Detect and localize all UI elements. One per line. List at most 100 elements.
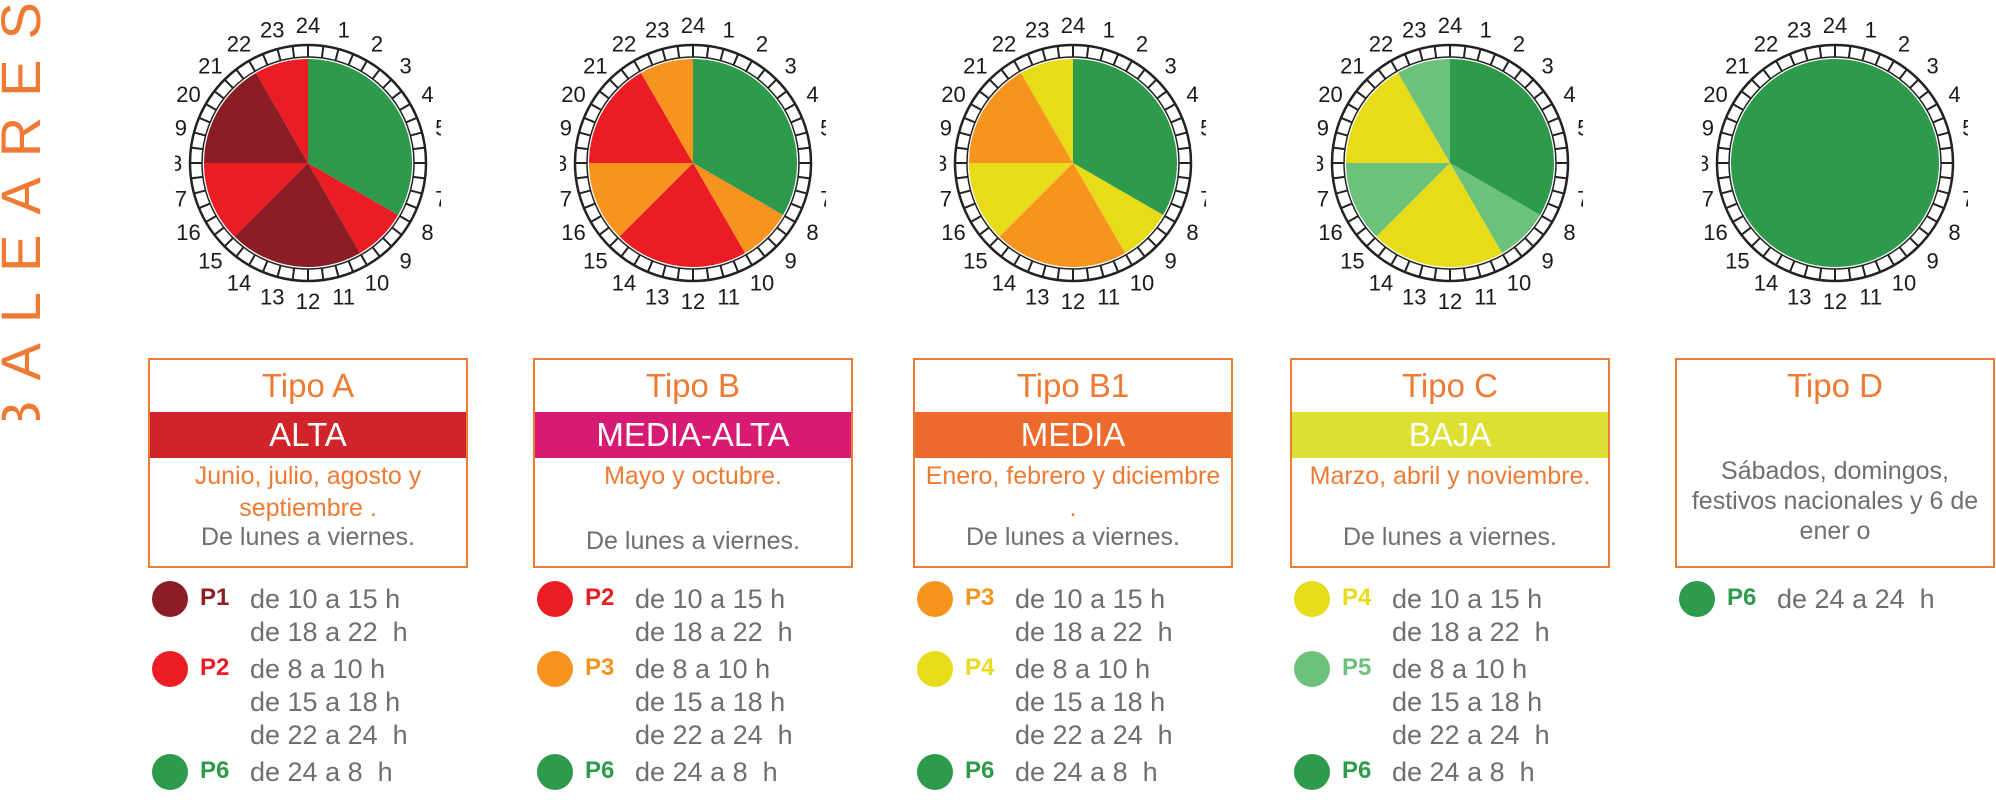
clock-tick — [958, 131, 971, 137]
clock-tick — [598, 90, 610, 100]
clock-tick — [575, 175, 589, 180]
clock-tick — [276, 265, 282, 278]
tariff-months: Marzo, abril y noviembre. — [1309, 462, 1591, 490]
tariff-box: Tipo A ALTA Junio, julio, agosto y septiem… — [148, 358, 468, 568]
tariff-title: Tipo A — [261, 367, 355, 404]
clock-hour-label: 19 — [1702, 115, 1714, 140]
clock-tick — [1377, 68, 1387, 80]
clock-tick — [193, 189, 206, 195]
tariff-band: MEDIA-ALTA — [535, 412, 851, 458]
clock-hour-label: 7 — [1577, 187, 1583, 212]
clock-tick — [1175, 131, 1188, 137]
legend-item-p1: P1 de 10 a 15 h de 18 a 22 h — [150, 578, 468, 647]
clock-tick — [1818, 267, 1823, 281]
clock-tick — [405, 202, 418, 210]
period-name: P4 — [965, 654, 995, 681]
clock-hour-label: 8 — [1563, 220, 1575, 245]
clock-tick — [360, 254, 368, 266]
clock-hour-label: 8 — [1948, 220, 1960, 245]
clock-tick — [190, 146, 204, 151]
clock-tick — [978, 226, 990, 236]
clock-tick — [795, 131, 808, 137]
clock-hour-label: 13 — [260, 284, 284, 309]
clock-tick — [223, 237, 234, 248]
period-name: P3 — [585, 654, 615, 681]
clock-tick — [1717, 146, 1731, 151]
clock-hour-label: 5 — [1200, 115, 1206, 140]
clock-segment-p6 — [308, 59, 412, 215]
clock-tick — [1390, 60, 1398, 72]
clock-tick — [1909, 78, 1920, 89]
clock-tick — [970, 103, 982, 111]
clock-tick — [198, 202, 211, 210]
clock-tick — [1433, 267, 1438, 281]
tariff-months: Junio, julio, agosto y septiembre . — [194, 462, 422, 522]
clock-tick — [1762, 68, 1772, 80]
hour-range: de 10 a 15 h — [1392, 584, 1543, 614]
clock-hour-label: 3 — [1926, 53, 1938, 78]
clock-hour-label: 17 — [560, 187, 572, 212]
clock-tick — [963, 202, 976, 210]
clock-hour-label: 19 — [1317, 115, 1329, 140]
period-name: P6 — [1342, 757, 1372, 784]
clock-hour-label: 15 — [1340, 249, 1364, 274]
clock-tick — [705, 267, 710, 281]
clock-tick — [1170, 202, 1183, 210]
clock-tick — [1554, 175, 1568, 180]
clock-hour-label: 8 — [421, 220, 433, 245]
clock-hour-label: 6 — [1582, 151, 1583, 176]
clock-tick — [620, 68, 630, 80]
clock-tick — [1156, 226, 1168, 236]
hour-range: de 8 a 10 h — [635, 654, 771, 684]
clock-segment-p2 — [589, 72, 693, 163]
clock-tick — [1732, 215, 1744, 223]
clock-hour-label: 15 — [1725, 249, 1749, 274]
legend-item-p6: P6 de 24 a 8 h — [915, 751, 1233, 790]
clock-hour-label: 24 — [1823, 13, 1847, 38]
hour-range: de 22 a 24 h — [635, 720, 793, 750]
clock-tick — [598, 226, 610, 236]
period-name: P2 — [585, 584, 615, 611]
clock-hour-label: 7 — [1200, 187, 1206, 212]
clock-tick — [1720, 131, 1733, 137]
hour-range: de 18 a 22 h — [1015, 617, 1173, 647]
clock-hour-label: 17 — [1702, 187, 1714, 212]
clock-tick — [1476, 48, 1482, 61]
clock-tick — [1788, 53, 1796, 66]
clock-hour-label: 13 — [1402, 284, 1426, 309]
clock-hour-label: 21 — [198, 53, 222, 78]
clock-hour-label: 23 — [260, 18, 284, 43]
clock-hour-label: 18 — [1702, 151, 1709, 176]
clock-tick — [797, 175, 811, 180]
region-text: BALEARES — [0, 0, 52, 420]
period-hours: de 8 a 10 h de 15 a 18 h de 22 a 24 h — [635, 653, 793, 752]
hour-range: de 15 a 18 h — [1392, 687, 1543, 717]
clock-tick — [1164, 103, 1176, 111]
clock-hour-label: 1 — [1865, 18, 1877, 43]
clock-hour-label: 8 — [806, 220, 818, 245]
clock-tick — [1147, 237, 1158, 248]
hour-range: de 24 a 8 h — [1392, 757, 1535, 787]
hour-range: de 24 a 24 h — [1777, 584, 1935, 614]
clock-hour-label: 22 — [612, 31, 636, 56]
clock-svg: 123456789101112131415161718192021222324 — [543, 13, 837, 314]
period-hours: de 8 a 10 h de 15 a 18 h de 22 a 24 h — [250, 653, 408, 752]
clock-hour-label: 11 — [1097, 284, 1120, 309]
clock-tick — [347, 53, 355, 66]
clock-hour-label: 4 — [421, 82, 433, 107]
clock-tick — [1156, 90, 1168, 100]
clock-tick — [1847, 267, 1852, 281]
clock-tick — [1541, 103, 1553, 111]
clock-hour-label: 14 — [227, 271, 251, 296]
hour-range: de 8 a 10 h — [1015, 654, 1151, 684]
clock-tick — [1026, 53, 1034, 66]
clock-tick — [1099, 48, 1105, 61]
clock-tick — [756, 246, 766, 258]
clock-tick — [1524, 78, 1535, 89]
clock-diagram: 123456789101112131415161718192021222324 — [1300, 0, 1594, 330]
hour-range: de 24 a 8 h — [1015, 757, 1158, 787]
clock-tick — [1750, 237, 1761, 248]
clock-tick — [1355, 90, 1367, 100]
clock-tick — [1788, 260, 1796, 273]
clock-hour-label: 13 — [1025, 284, 1049, 309]
